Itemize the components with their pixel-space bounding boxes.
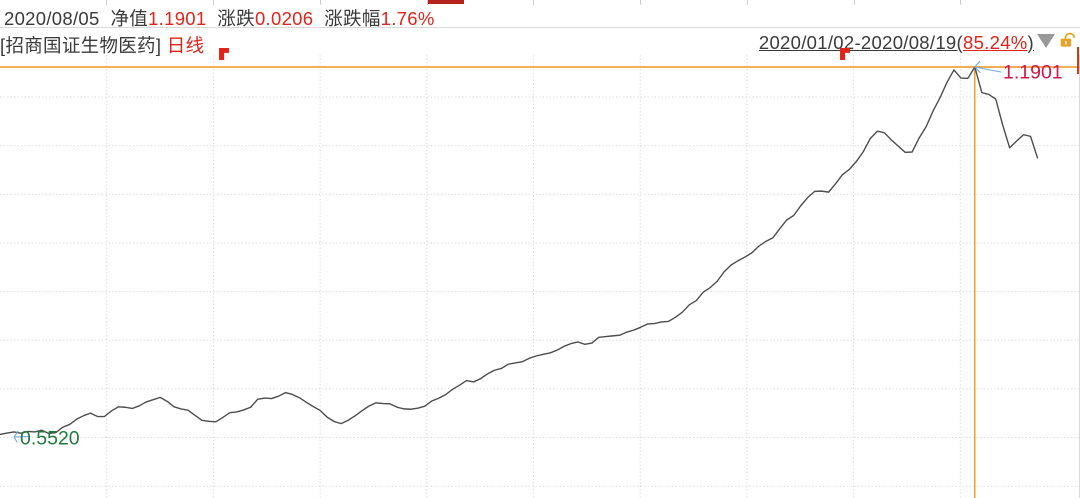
svg-text:0.5520: 0.5520 [20, 428, 80, 450]
svg-text:1.1901: 1.1901 [1003, 62, 1063, 84]
